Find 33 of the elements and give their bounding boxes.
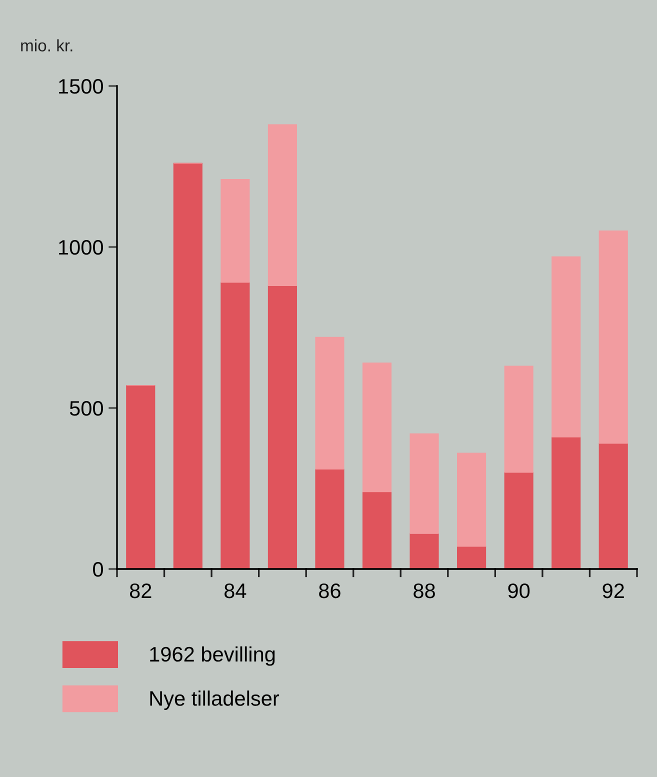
bar: [410, 433, 439, 534]
bar: [598, 443, 628, 569]
bar: [362, 491, 392, 569]
bar: [598, 230, 628, 444]
y-tick-label: 500: [70, 401, 103, 416]
bar: [315, 468, 344, 569]
y-tick-label: 1500: [59, 79, 103, 94]
bar: [268, 285, 297, 569]
legend-label: Nye tilladelser: [150, 690, 280, 710]
bar: [220, 179, 250, 283]
x-tick-label: 90: [508, 583, 530, 598]
bar: [126, 385, 156, 569]
y-tick-label: 1000: [59, 240, 103, 255]
bar: [552, 256, 581, 438]
bar: [315, 336, 344, 470]
x-tick-label: 88: [414, 583, 435, 598]
bar: [457, 452, 486, 547]
bar: [362, 362, 392, 492]
x-tick-label: 84: [224, 583, 246, 598]
bar: [173, 162, 202, 569]
x-tick-label: 86: [319, 583, 340, 598]
bar: [410, 533, 439, 569]
x-tick-label: 92: [602, 583, 624, 598]
bar: [457, 546, 486, 569]
y-axis-title: mio. kr.: [21, 39, 72, 52]
y-tick-label: 0: [93, 562, 103, 577]
x-tick-label: 82: [130, 583, 152, 598]
bar: [220, 282, 250, 569]
bar: [504, 366, 534, 473]
legend-label: 1962 bevilling: [150, 646, 275, 666]
bar: [552, 436, 581, 569]
bar: [268, 124, 297, 286]
bar: [504, 472, 534, 569]
